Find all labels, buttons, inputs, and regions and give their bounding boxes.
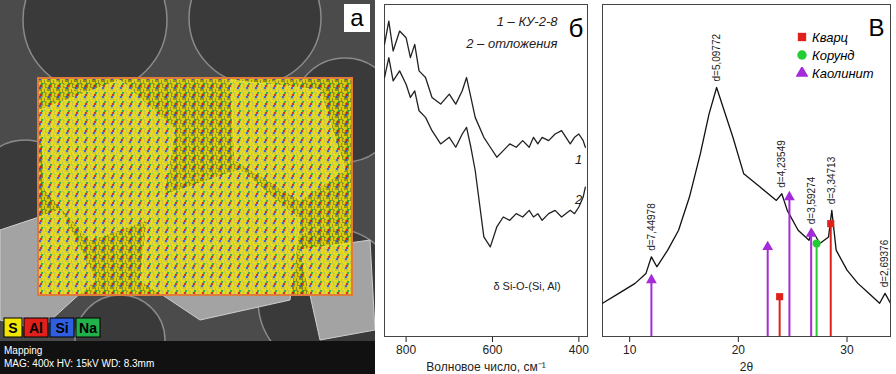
- svg-text:2 – отложения: 2 – отложения: [465, 36, 557, 51]
- svg-text:d=7,44978: d=7,44978: [646, 203, 657, 251]
- svg-text:δ Si-O-(Si, Al): δ Si-O-(Si, Al): [493, 280, 560, 292]
- svg-text:б: б: [569, 13, 584, 43]
- html-text:Каолинит: Каолинит: [812, 65, 874, 81]
- svg-text:Mapping: Mapping: [4, 345, 42, 356]
- svg-text:a: a: [350, 4, 364, 31]
- svg-text:d=3,59274: d=3,59274: [806, 176, 817, 224]
- svg-text:400: 400: [569, 343, 589, 357]
- svg-text:1: 1: [575, 152, 582, 167]
- svg-text:Na: Na: [79, 320, 97, 336]
- svg-text:600: 600: [482, 343, 502, 357]
- svg-text:2θ: 2θ: [740, 360, 754, 374]
- svg-text:2: 2: [574, 192, 583, 207]
- svg-text:d=5,09772: d=5,09772: [711, 34, 722, 82]
- svg-text:10: 10: [623, 343, 637, 357]
- svg-text:Si: Si: [55, 320, 68, 336]
- html-text:Корунд: Корунд: [812, 47, 855, 63]
- svg-text:20: 20: [732, 343, 746, 357]
- html-text:Кварц: Кварц: [812, 29, 849, 45]
- svg-text:d=2,69376: d=2,69376: [879, 239, 890, 287]
- svg-text:d=4,23549: d=4,23549: [776, 140, 787, 188]
- svg-text:800: 800: [396, 343, 416, 357]
- svg-text:Al: Al: [29, 320, 43, 336]
- svg-text:Волновое число, см⁻¹: Волновое число, см⁻¹: [426, 360, 545, 374]
- svg-text:30: 30: [840, 343, 854, 357]
- svg-text:В: В: [868, 14, 884, 41]
- svg-text:1 – КУ-2-8: 1 – КУ-2-8: [497, 14, 559, 29]
- svg-text:S: S: [8, 320, 17, 336]
- svg-text:d=3,34713: d=3,34713: [826, 156, 837, 204]
- svg-text:MAG: 400x HV: 15kV WD: 8.3mm: MAG: 400x HV: 15kV WD: 8.3mm: [4, 358, 154, 369]
